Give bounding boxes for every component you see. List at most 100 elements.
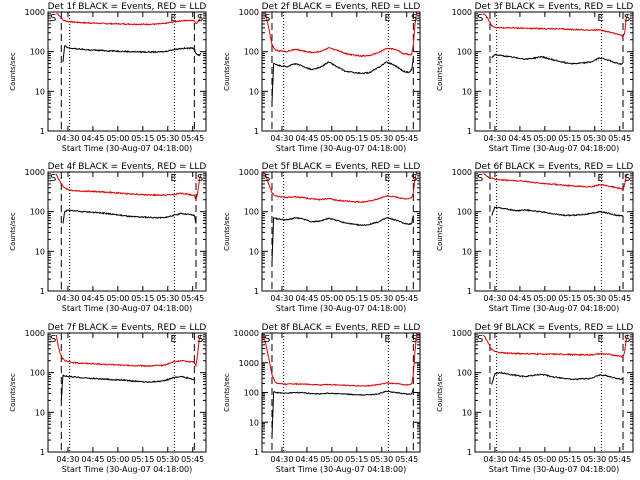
plot-frame [47,332,207,453]
x-tick-label: 04:45 [295,294,318,303]
x-axis-label: Start Time (30-Aug-07 04:18:00) [489,304,620,313]
y-tick-label: 10 [462,87,472,96]
chart-panel: Det 2f BLACK = Events, RED = LLD Counts/s… [223,2,421,153]
plot-frame [47,171,207,292]
x-tick-label: 04:30 [483,294,506,303]
chart-title: Det 8f BLACK = Events, RED = LLD [262,323,421,333]
y-axis-label: Counts/sec [223,373,231,412]
start-marker-label: S [50,334,56,345]
x-tick-label: 04:45 [295,134,318,143]
y-tick-label: 100 [457,208,472,217]
plot-frame [474,11,634,132]
x-tick-label: 05:30 [370,294,393,303]
x-tick-label: 04:45 [81,294,104,303]
start-marker-label: S [197,173,203,184]
y-tick-label: 100 [244,48,259,57]
y-axis-label: Counts/sec [436,212,444,251]
chart-title: Det 6f BLACK = Events, RED = LLD [475,162,634,172]
y-tick-label: 100 [457,48,472,57]
events-series-line [271,388,414,438]
start-marker-label: S [477,173,483,184]
start-marker-label: S [197,334,203,345]
y-tick-label: 10 [35,87,45,96]
x-tick-label: 04:45 [81,134,104,143]
y-tick-label: 1 [467,287,472,296]
x-tick-label: 05:30 [583,455,606,464]
plot-frame [474,171,634,292]
chart-title: Det 4f BLACK = Events, RED = LLD [48,162,207,172]
x-tick-label: 05:30 [156,134,179,143]
y-tick-label: 10 [462,408,472,417]
y-tick-label: 10 [249,418,259,427]
x-axis-label: Start Time (30-Aug-07 04:18:00) [276,304,407,313]
x-tick-label: 04:30 [56,455,79,464]
plot-frame [47,11,207,132]
x-tick-label: 05:45 [181,134,204,143]
end-marker-label: E [170,173,176,184]
start-marker-label: S [411,334,417,345]
start-marker-label: S [411,13,417,24]
lld-series-line [483,173,629,192]
x-tick-label: 05:00 [106,294,129,303]
y-axis-label: Counts/sec [436,52,444,91]
x-tick-label: 04:30 [56,294,79,303]
start-marker-label: S [50,173,56,184]
events-series-line [271,57,414,104]
y-tick-label: 1000 [25,8,45,17]
plot-area [55,333,202,452]
x-tick-label: 05:00 [320,455,343,464]
plot-frame [474,332,634,453]
x-tick-label: 05:15 [131,455,154,464]
lld-series-line [482,334,629,359]
start-marker-label: S [411,173,417,184]
x-axis-label: Start Time (30-Aug-07 04:18:00) [62,144,193,153]
x-tick-label: 05:30 [370,134,393,143]
end-marker-label: E [384,334,390,345]
x-tick-label: 05:45 [608,134,631,143]
end-marker-label: E [384,13,390,24]
x-tick-label: 05:45 [395,294,418,303]
plot-area [56,12,202,131]
end-marker-label: E [597,334,603,345]
x-axis-label: Start Time (30-Aug-07 04:18:00) [276,465,407,474]
y-axis-label: Counts/sec [9,373,17,412]
plot-frame [261,171,421,292]
x-tick-label: 04:30 [483,455,506,464]
start-marker-label: S [624,13,630,24]
plot-area [262,12,418,131]
plot-area [55,172,202,291]
chart-panel: Det 3f BLACK = Events, RED = LLD Counts/s… [436,2,634,153]
plot-area [482,333,629,452]
x-tick-label: 05:15 [345,294,368,303]
x-tick-label: 05:45 [608,455,631,464]
y-tick-label: 10 [462,247,472,256]
x-tick-label: 04:30 [270,294,293,303]
y-tick-label: 1 [254,127,259,136]
x-tick-label: 05:00 [320,294,343,303]
y-tick-label: 10 [249,247,259,256]
end-marker-label: E [597,13,603,24]
end-marker-label: E [170,13,176,24]
lld-series-line [55,173,202,202]
y-tick-label: 1000 [239,8,259,17]
chart-title: Det 3f BLACK = Events, RED = LLD [475,2,634,12]
y-tick-label: 100 [244,208,259,217]
lld-series-line [55,334,202,368]
y-tick-label: 100 [244,389,259,398]
x-tick-label: 04:45 [508,455,531,464]
y-tick-label: 100 [457,369,472,378]
x-tick-label: 05:00 [106,455,129,464]
y-tick-label: 10 [249,87,259,96]
y-tick-label: 1000 [452,8,472,17]
y-tick-label: 1 [40,448,45,457]
x-tick-label: 05:45 [181,455,204,464]
y-tick-label: 1000 [25,168,45,177]
plot-frame [261,11,421,132]
y-axis-label: Counts/sec [9,52,17,91]
start-marker-label: S [477,334,483,345]
start-marker-label: S [197,13,203,24]
x-tick-label: 04:45 [81,455,104,464]
x-tick-label: 04:30 [270,134,293,143]
y-axis-label: Counts/sec [223,212,231,251]
